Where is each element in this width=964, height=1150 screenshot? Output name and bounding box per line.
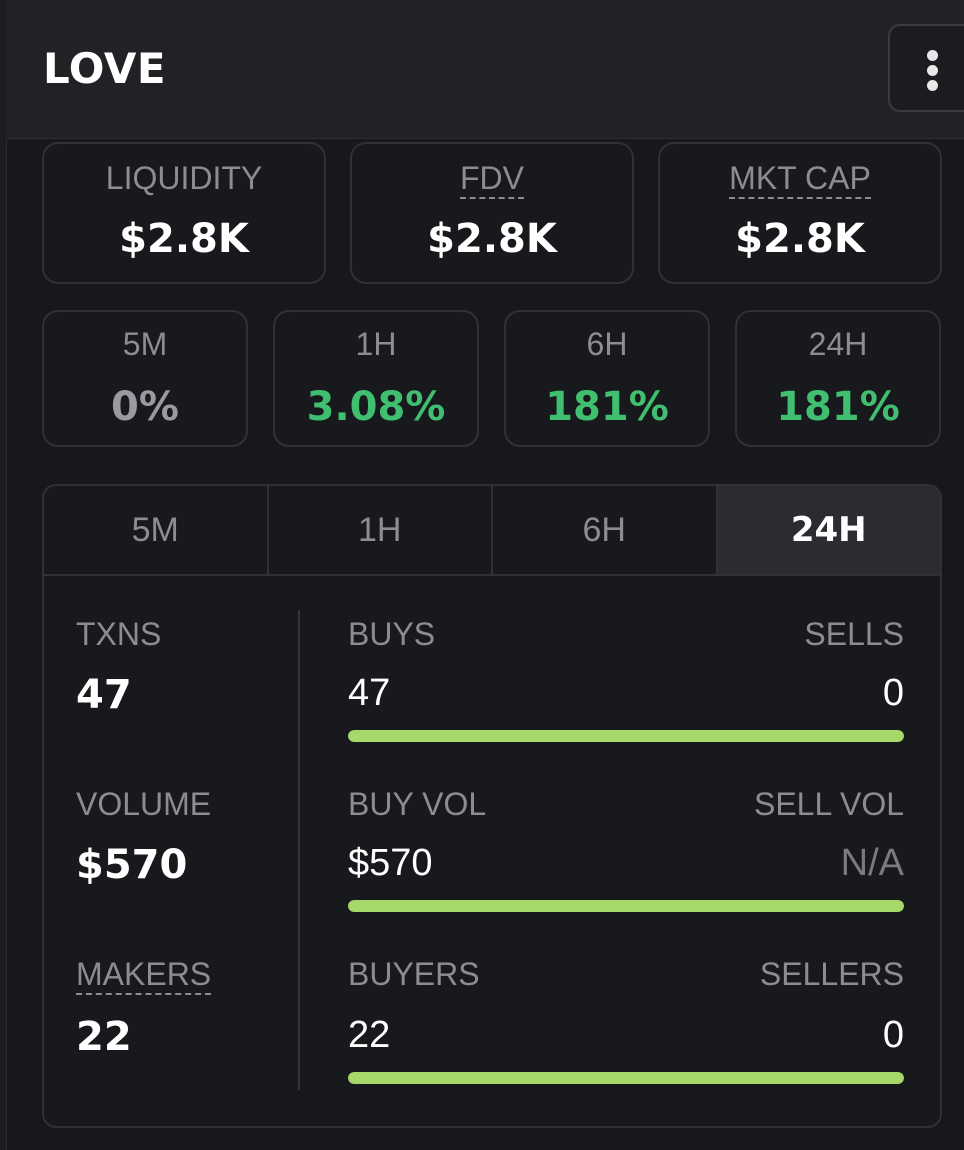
buys-label: BUYS [348,616,436,652]
liquidity-label: LIQUIDITY [105,160,263,196]
price-change-5m-card: 5M 0% [42,310,248,447]
volume-ratio-bar [348,900,904,912]
more-options-button[interactable] [888,24,964,112]
sells-value: 0 [882,672,904,714]
makers-value: 22 [76,1014,132,1060]
liquidity-value: $2.8K [119,216,249,262]
volume-label: VOLUME [76,786,212,822]
price-change-value: 3.08% [306,384,446,430]
column-divider [298,610,300,1090]
sell-vol-value: N/A [840,842,904,884]
mkt-cap-label[interactable]: MKT CAP [729,160,871,199]
makers-label[interactable]: MAKERS [76,956,212,995]
buys-sells-ratio-bar [348,730,904,742]
fdv-label[interactable]: FDV [460,160,524,199]
left-edge-strip [0,0,6,1150]
price-change-value: 181% [776,384,900,430]
buyers-label: BUYERS [348,956,480,992]
makers-ratio-bar [348,1072,904,1084]
sellers-label: SELLERS [759,956,904,992]
tab-5m[interactable]: 5M [44,486,269,574]
price-change-value: 181% [545,384,669,430]
price-change-label: 24H [808,326,868,362]
liquidity-card: LIQUIDITY $2.8K [42,142,326,284]
price-change-label: 5M [122,326,168,362]
token-title: LOVE [43,44,167,93]
tab-1h[interactable]: 1H [269,486,493,574]
txns-label: TXNS [76,616,162,652]
activity-box: 5M 1H 6H 24H TXNS 47 VOLUME $570 MAKERS … [42,484,942,1128]
price-change-label: 6H [586,326,628,362]
price-change-6h-card: 6H 181% [504,310,710,447]
buys-value: 47 [348,672,391,714]
price-change-label: 1H [355,326,397,362]
volume-value: $570 [76,842,188,888]
timeframe-tabs: 5M 1H 6H 24H [44,486,940,576]
price-change-value: 0% [111,384,179,430]
tab-6h[interactable]: 6H [493,486,718,574]
buyers-value: 22 [348,1014,391,1056]
sells-label: SELLS [804,616,904,652]
buy-vol-label: BUY VOL [348,786,487,822]
mkt-cap-value: $2.8K [735,216,865,262]
price-change-24h-card: 24H 181% [735,310,941,447]
fdv-card[interactable]: FDV $2.8K [350,142,634,284]
sellers-value: 0 [882,1014,904,1056]
txns-value: 47 [76,672,132,718]
tab-24h[interactable]: 24H [717,486,940,574]
buy-vol-value: $570 [348,842,433,884]
sell-vol-label: SELL VOL [753,786,904,822]
price-change-1h-card: 1H 3.08% [273,310,479,447]
panel-header: LOVE [6,0,964,139]
mkt-cap-card[interactable]: MKT CAP $2.8K [658,142,942,284]
fdv-value: $2.8K [427,216,557,262]
